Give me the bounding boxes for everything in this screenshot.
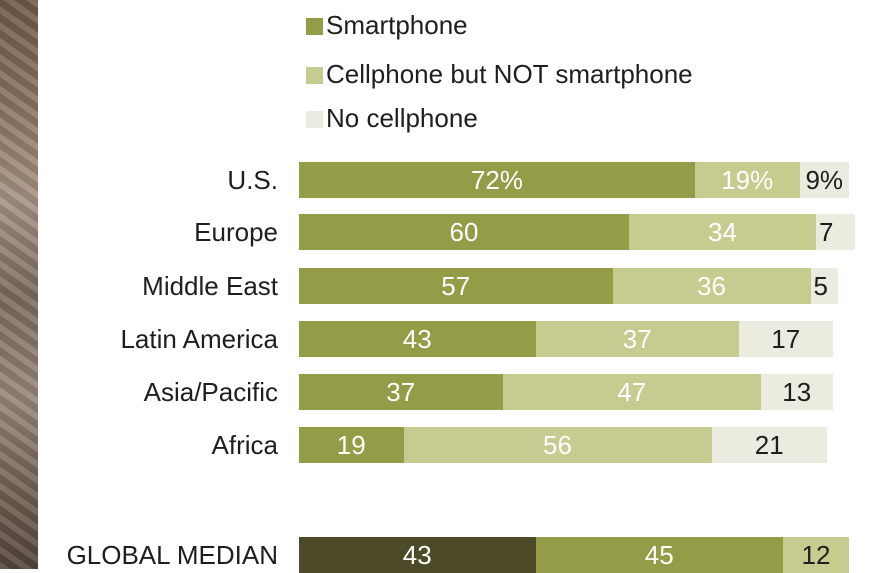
- bar-row-u-s: 72% 19% 9%: [299, 162, 849, 198]
- data-label-smartphone-europe: 60: [450, 214, 479, 250]
- data-label-smartphone-latin-america: 43: [403, 321, 432, 357]
- bar-segment-smartphone-middle-east: 57: [299, 268, 613, 304]
- data-label-smartphone-asia-pacific: 37: [386, 374, 415, 410]
- bar-segment-cellphone-asia-pacific: 47: [503, 374, 762, 410]
- data-label-cellphone-asia-pacific: 47: [617, 374, 646, 410]
- category-label-u-s: U.S.: [227, 162, 278, 198]
- category-label-asia-pacific: Asia/Pacific: [144, 374, 278, 410]
- data-label-smartphone-u-s: 72%: [471, 162, 523, 198]
- bar-segment-no-cellphone-europe: 7: [816, 214, 855, 250]
- bar-segment-smartphone-u-s: 72%: [299, 162, 695, 198]
- bar-segment-smartphone-latin-america: 43: [299, 321, 536, 357]
- data-label-no-cellphone-latin-america: 17: [771, 321, 800, 357]
- bar-segment-smartphone-asia-pacific: 37: [299, 374, 503, 410]
- data-label-cellphone-africa: 56: [543, 427, 572, 463]
- data-label-cellphone-u-s: 19%: [721, 162, 773, 198]
- data-label-cellphone-latin-america: 37: [623, 321, 652, 357]
- data-label-smartphone-africa: 19: [337, 427, 366, 463]
- data-label-no-cellphone-middle-east: 5: [814, 268, 828, 304]
- category-label-latin-america: Latin America: [120, 321, 278, 357]
- category-label-middle-east: Middle East: [142, 268, 278, 304]
- data-label-smartphone-global-median: 43: [403, 537, 432, 573]
- bar-segment-no-cellphone-africa: 21: [712, 427, 828, 463]
- bar-row-global-median: 43 45 12: [299, 537, 849, 573]
- data-label-no-cellphone-africa: 21: [755, 427, 784, 463]
- bar-row-europe: 60 34 7: [299, 214, 855, 250]
- bar-segment-cellphone-global-median: 45: [536, 537, 784, 573]
- data-label-no-cellphone-europe: 7: [819, 214, 833, 250]
- bar-segment-cellphone-middle-east: 36: [613, 268, 811, 304]
- category-label-global-median: GLOBAL MEDIAN: [67, 537, 278, 573]
- bar-segment-smartphone-global-median: 43: [299, 537, 536, 573]
- bar-segment-smartphone-europe: 60: [299, 214, 629, 250]
- data-label-no-cellphone-u-s: 9%: [805, 162, 843, 198]
- data-label-cellphone-middle-east: 36: [697, 268, 726, 304]
- bar-segment-cellphone-europe: 34: [629, 214, 816, 250]
- bar-row-latin-america: 43 37 17: [299, 321, 833, 357]
- bar-segment-no-cellphone-latin-america: 17: [739, 321, 833, 357]
- bar-segment-no-cellphone-asia-pacific: 13: [761, 374, 833, 410]
- bar-segment-cellphone-africa: 56: [404, 427, 712, 463]
- bar-segment-cellphone-u-s: 19%: [695, 162, 800, 198]
- bar-row-middle-east: 57 36 5: [299, 268, 838, 304]
- bar-segment-smartphone-africa: 19: [299, 427, 404, 463]
- category-label-europe: Europe: [194, 214, 278, 250]
- data-label-cellphone-europe: 34: [708, 214, 737, 250]
- bar-row-africa: 19 56 21: [299, 427, 827, 463]
- data-label-cellphone-global-median: 45: [645, 537, 674, 573]
- bar-segment-no-cellphone-middle-east: 5: [811, 268, 839, 304]
- data-label-no-cellphone-global-median: 12: [802, 537, 831, 573]
- bar-segment-no-cellphone-u-s: 9%: [800, 162, 850, 198]
- category-label-africa: Africa: [212, 427, 278, 463]
- bar-segment-cellphone-latin-america: 37: [536, 321, 740, 357]
- data-label-no-cellphone-asia-pacific: 13: [782, 374, 811, 410]
- bar-segment-no-cellphone-global-median: 12: [783, 537, 849, 573]
- data-label-smartphone-middle-east: 57: [441, 268, 470, 304]
- bar-row-asia-pacific: 37 47 13: [299, 374, 833, 410]
